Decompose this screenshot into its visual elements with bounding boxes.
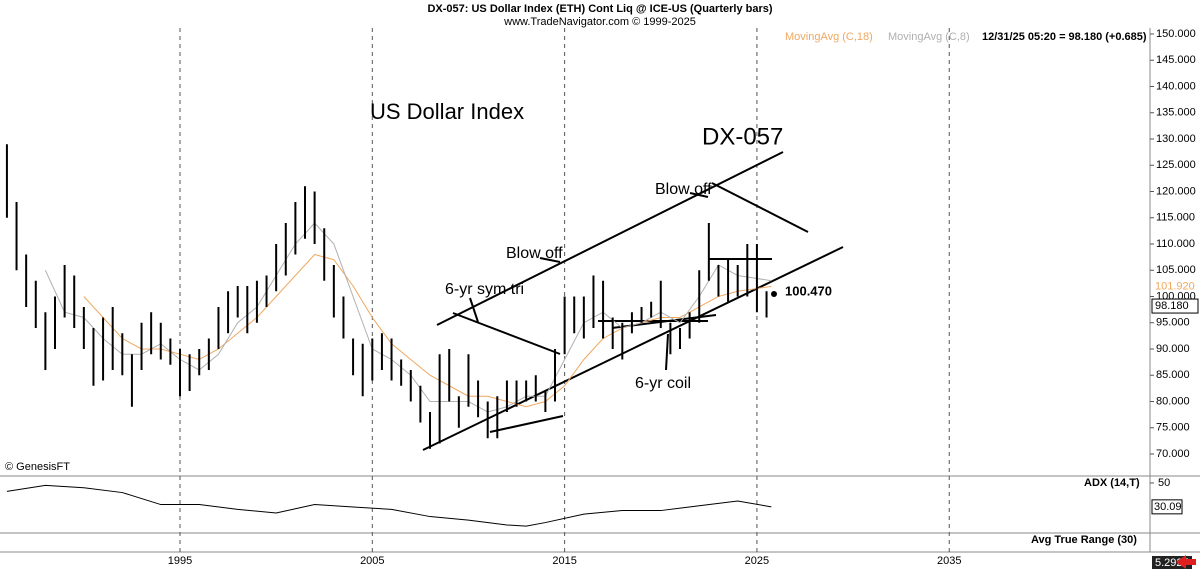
y-tick-label: 75.000: [1156, 422, 1190, 434]
y-tick-label: 150.000: [1156, 28, 1196, 40]
y-tick-label: 80.000: [1156, 395, 1190, 407]
arrow: [539, 257, 561, 263]
y-tick-label: 95.000: [1156, 317, 1190, 329]
callout-dot: [771, 291, 777, 298]
annotation: US Dollar Index: [370, 99, 524, 124]
arrow: [689, 192, 709, 198]
annotation: 6-yr coil: [635, 375, 691, 392]
moving-average: [83, 253, 772, 408]
y-tick-label: 85.000: [1156, 369, 1190, 381]
status-text: 12/31/25 05:20 = 98.180 (+0.685): [982, 31, 1147, 43]
value-marker: [1151, 499, 1183, 515]
trend-line: [452, 312, 561, 355]
grid: 1995 2005 2015 2025 2035 150.000 145.000 140.00…: [168, 28, 1196, 567]
y-tick-label: 125.000: [1156, 159, 1196, 171]
y-tick-label: 115.000: [1156, 212, 1195, 224]
arrow: [665, 333, 669, 371]
y-tick-label: 110.000: [1156, 238, 1195, 250]
trend-line: [436, 151, 784, 326]
trend-line: [422, 246, 844, 451]
chart-subtitle: www.TradeNavigator.com © 1999-2025: [503, 16, 696, 28]
x-tick-label: 2025: [745, 555, 769, 567]
annotation: 6-yr sym tri: [445, 281, 524, 298]
y-tick-label: 135.000: [1156, 107, 1196, 119]
y-tick-label: 145.000: [1156, 54, 1196, 66]
value-marker-label: 30.09: [1154, 501, 1182, 513]
x-tick-label: 2035: [937, 555, 961, 567]
nav-arrow[interactable]: [1176, 555, 1196, 569]
y-tick-label: 140.000: [1156, 80, 1196, 92]
legend-entry: MovingAvg (C,18): [785, 31, 873, 43]
price-marker: [1151, 298, 1199, 314]
y-tick-label: 120.000: [1156, 185, 1196, 197]
trend-line: [489, 415, 564, 433]
trend-line: [711, 182, 809, 233]
y-tick-label: 105.000: [1156, 264, 1196, 276]
y-tick-label: 70.000: [1156, 448, 1190, 460]
copyright: © GenesisFT: [5, 461, 70, 473]
y-tick-label: 50: [1158, 477, 1170, 489]
x-tick-label: 1995: [168, 555, 192, 567]
panel-title: ADX (14,T): [1084, 477, 1140, 489]
arrow: [469, 297, 479, 323]
y-tick-label: 90.000: [1156, 343, 1190, 355]
x-tick-label: 2015: [552, 555, 576, 567]
callout-label: 100.470: [785, 283, 832, 298]
price-marker-label: 101.920: [1155, 280, 1195, 292]
chart-title: DX-057: US Dollar Index (ETH) Cont Liq @…: [427, 3, 772, 15]
panel-title: Avg True Range (30): [1031, 534, 1137, 546]
annotation: DX-057: [702, 123, 783, 150]
legend-entry: MovingAvg (C,8): [888, 31, 970, 43]
price-marker-label: 98.180: [1155, 300, 1189, 312]
x-tick-label: 2005: [360, 555, 384, 567]
y-tick-label: 130.000: [1156, 133, 1196, 145]
adx-line: [6, 484, 772, 527]
annotation: Blow off: [506, 245, 563, 262]
